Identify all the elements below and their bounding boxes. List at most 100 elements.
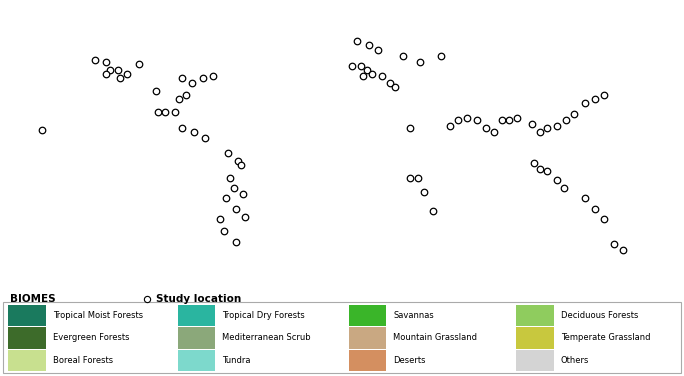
Point [589, 96, 600, 102]
Point [160, 109, 171, 115]
Point [481, 125, 492, 131]
Point [133, 61, 144, 67]
Point [114, 76, 125, 82]
Point [224, 174, 235, 180]
Point [503, 117, 514, 123]
Point [198, 76, 209, 82]
Bar [516, 305, 554, 326]
Point [452, 117, 463, 123]
Bar [178, 350, 215, 371]
Point [598, 92, 609, 98]
Point [435, 53, 446, 59]
Point [228, 185, 239, 191]
Point [200, 135, 211, 141]
Point [512, 115, 523, 121]
Point [215, 216, 226, 222]
Bar [516, 327, 554, 349]
Point [363, 42, 374, 49]
Point [561, 117, 572, 123]
Point [405, 125, 416, 131]
Bar [8, 350, 46, 371]
Point [551, 177, 562, 183]
Point [236, 162, 247, 168]
Text: Evergreen Forests: Evergreen Forests [53, 334, 129, 343]
Point [232, 158, 243, 164]
Point [181, 92, 192, 98]
Point [219, 228, 230, 234]
Point [527, 121, 538, 127]
Point [542, 125, 553, 131]
Point [230, 239, 241, 245]
Text: Others: Others [561, 356, 589, 365]
Point [230, 206, 241, 212]
Point [608, 241, 619, 247]
Point [177, 76, 188, 82]
Point [170, 109, 181, 115]
Point [367, 71, 378, 77]
Text: Savannas: Savannas [393, 311, 434, 320]
Bar [8, 327, 46, 349]
Point [580, 100, 591, 106]
Point [188, 129, 199, 135]
Point [618, 247, 629, 253]
Point [177, 125, 188, 131]
Bar [349, 327, 386, 349]
Point [397, 53, 408, 59]
Bar [516, 350, 554, 371]
Point [153, 109, 163, 115]
Point [373, 47, 384, 53]
Point [239, 214, 250, 220]
Point [405, 174, 416, 180]
Text: Tropical Dry Forests: Tropical Dry Forests [222, 311, 305, 320]
Point [534, 129, 545, 135]
Point [222, 150, 233, 156]
Text: Deciduous Forests: Deciduous Forests [561, 311, 638, 320]
Point [238, 191, 249, 197]
Point [445, 123, 456, 129]
Point [568, 111, 579, 117]
Point [390, 84, 401, 90]
Text: Tropical Moist Forests: Tropical Moist Forests [53, 311, 143, 320]
Bar [8, 305, 46, 326]
Point [122, 71, 133, 77]
Text: BIOMES: BIOMES [10, 294, 56, 304]
Point [542, 168, 553, 174]
Point [462, 115, 473, 121]
Point [551, 123, 562, 129]
Point [346, 63, 357, 69]
Text: Tundra: Tundra [222, 356, 251, 365]
Point [221, 195, 232, 201]
Point [428, 208, 438, 214]
Point [112, 67, 123, 73]
Point [589, 206, 600, 212]
Point [384, 80, 395, 86]
Point [415, 59, 425, 65]
Point [36, 127, 47, 133]
Point [418, 189, 429, 195]
Point [488, 129, 499, 135]
Point [101, 71, 112, 77]
Point [529, 160, 540, 166]
Point [101, 59, 112, 65]
Point [534, 166, 545, 172]
Bar [178, 327, 215, 349]
Point [358, 73, 369, 79]
Point [471, 117, 482, 123]
Point [207, 73, 218, 79]
Bar [349, 305, 386, 326]
Point [356, 63, 367, 69]
Point [90, 57, 101, 63]
Point [187, 80, 198, 86]
Text: Study location: Study location [156, 294, 241, 304]
Bar [178, 305, 215, 326]
Text: Mountain Grassland: Mountain Grassland [393, 334, 477, 343]
Text: Deserts: Deserts [393, 356, 426, 365]
Point [580, 195, 591, 201]
Point [105, 67, 116, 73]
Point [559, 185, 570, 191]
Point [173, 96, 184, 102]
Point [598, 216, 609, 222]
Point [496, 117, 507, 123]
Point [412, 174, 423, 180]
Point [150, 88, 161, 94]
